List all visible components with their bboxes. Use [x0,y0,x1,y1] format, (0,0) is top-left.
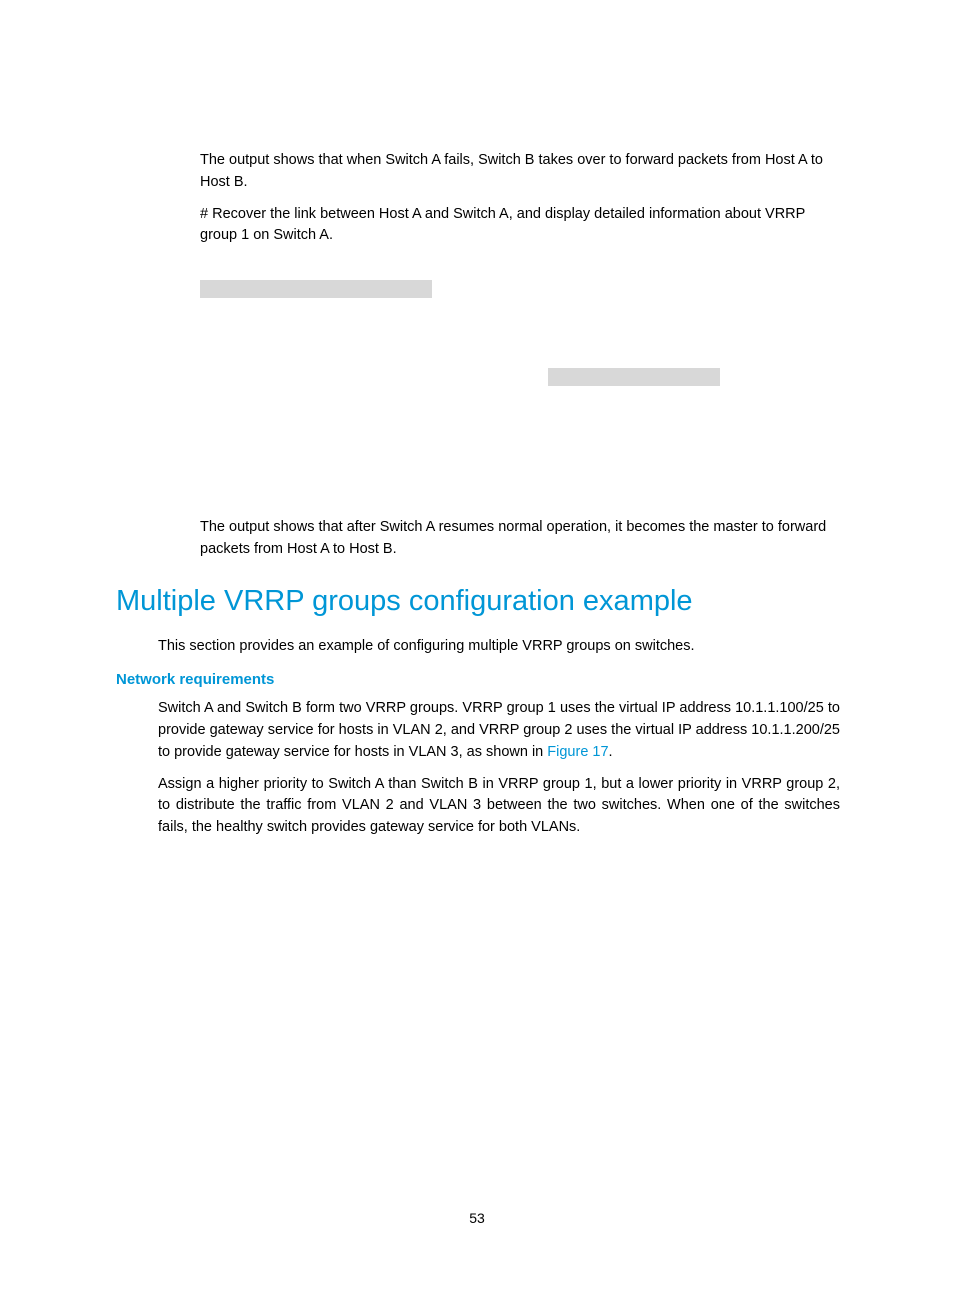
page-content: The output shows that when Switch A fail… [116,150,840,849]
paragraph-intro: This section provides an example of conf… [158,636,840,658]
paragraph-recover: # Recover the link between Host A and Sw… [200,204,840,248]
paragraph-req-1-text-b: . [609,744,613,760]
heading-multiple-vrrp: Multiple VRRP groups configuration examp… [116,585,840,618]
paragraph-req-2: Assign a higher priority to Switch A tha… [158,774,840,839]
figure-17-link[interactable]: Figure 17 [547,744,608,760]
paragraph-output-2: The output shows that after Switch A res… [200,517,840,561]
paragraph-req-1: Switch A and Switch B form two VRRP grou… [158,698,840,763]
page-number: 53 [0,1210,954,1226]
redacted-block-1 [200,280,432,298]
paragraph-output-1: The output shows that when Switch A fail… [200,150,840,194]
redacted-block-2 [548,368,720,386]
paragraph-req-1-text-a: Switch A and Switch B form two VRRP grou… [158,700,840,760]
heading-network-requirements: Network requirements [116,671,840,688]
